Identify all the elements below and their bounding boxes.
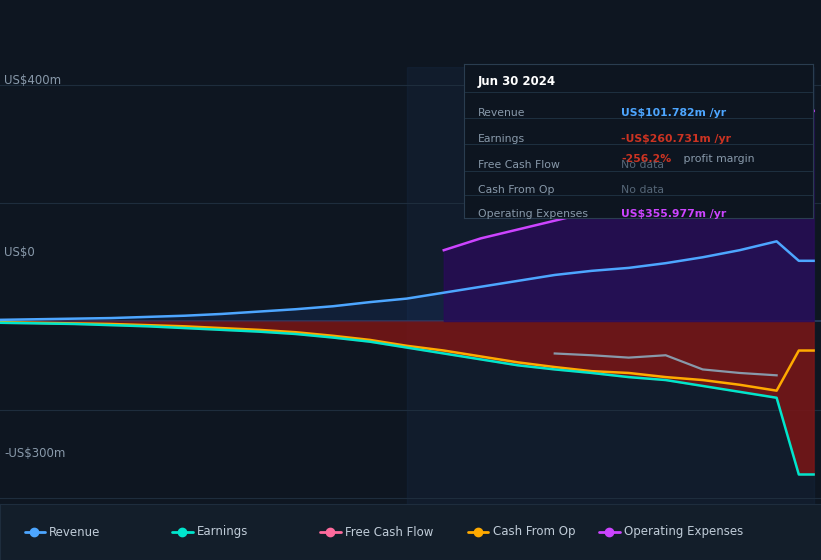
Text: Revenue: Revenue [49,525,101,539]
Text: US$101.782m /yr: US$101.782m /yr [621,108,726,118]
Text: Cash From Op: Cash From Op [478,185,554,194]
Text: -US$300m: -US$300m [4,447,66,460]
Text: Free Cash Flow: Free Cash Flow [478,160,560,170]
Text: Earnings: Earnings [478,134,525,144]
Text: Cash From Op: Cash From Op [493,525,575,539]
Text: No data: No data [621,185,664,194]
Text: US$400m: US$400m [4,74,62,87]
Text: profit margin: profit margin [680,154,754,164]
Text: Operating Expenses: Operating Expenses [478,209,588,219]
Text: Revenue: Revenue [478,108,525,118]
Text: Jun 30 2024: Jun 30 2024 [478,75,556,88]
Text: Free Cash Flow: Free Cash Flow [345,525,433,539]
Bar [406,67,814,504]
Text: Operating Expenses: Operating Expenses [624,525,743,539]
Text: US$355.977m /yr: US$355.977m /yr [621,209,726,219]
Text: Earnings: Earnings [197,525,249,539]
Text: -256.2%: -256.2% [621,154,671,164]
Text: No data: No data [621,160,664,170]
Text: US$0: US$0 [4,246,34,259]
Text: -US$260.731m /yr: -US$260.731m /yr [621,134,731,144]
